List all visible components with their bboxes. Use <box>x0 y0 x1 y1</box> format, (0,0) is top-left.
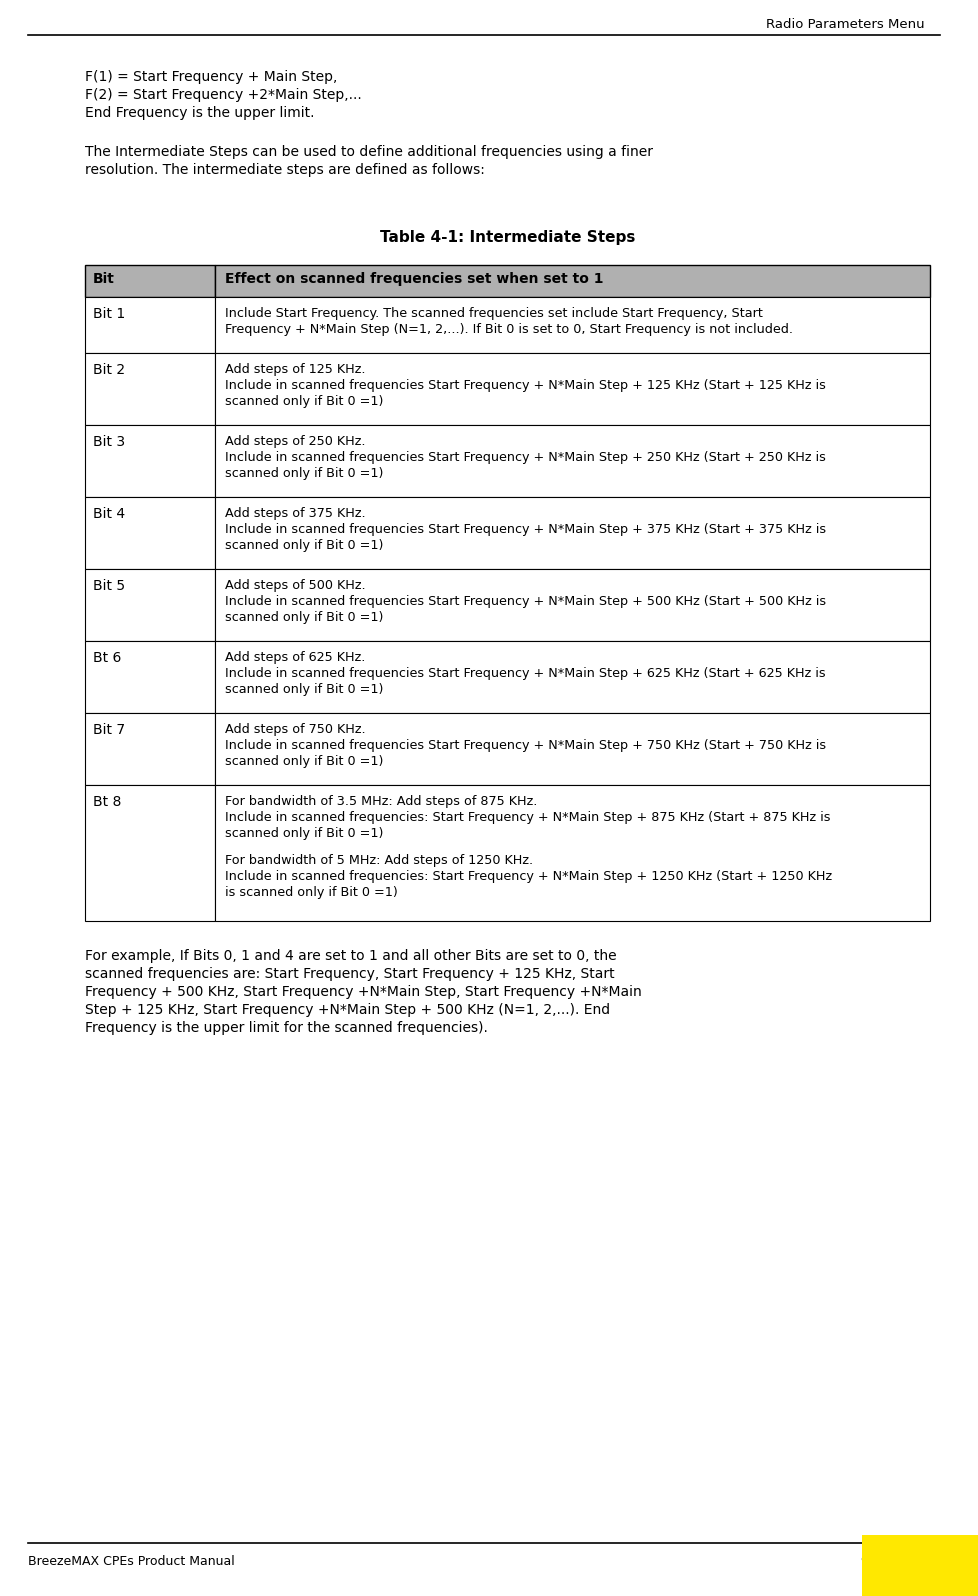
Text: Bt 8: Bt 8 <box>93 795 121 809</box>
Bar <box>85 785 215 921</box>
Text: Table 4-1: Intermediate Steps: Table 4-1: Intermediate Steps <box>379 230 635 246</box>
Bar <box>215 265 929 297</box>
Bar <box>215 785 929 921</box>
Text: Include in scanned frequencies Start Frequency + N*Main Step + 625 KHz (Start + : Include in scanned frequencies Start Fre… <box>225 667 824 680</box>
Bar <box>85 353 215 425</box>
Text: Step + 125 KHz, Start Frequency +N*Main Step + 500 KHz (N=1, 2,...). End: Step + 125 KHz, Start Frequency +N*Main … <box>85 1002 609 1017</box>
Text: End Frequency is the upper limit.: End Frequency is the upper limit. <box>85 105 314 120</box>
Text: is scanned only if Bit 0 =1): is scanned only if Bit 0 =1) <box>225 886 397 899</box>
Text: Bit 5: Bit 5 <box>93 579 125 594</box>
Text: Bit 1: Bit 1 <box>93 306 125 321</box>
Text: scanned only if Bit 0 =1): scanned only if Bit 0 =1) <box>225 755 383 768</box>
Text: Include Start Frequency. The scanned frequencies set include Start Frequency, St: Include Start Frequency. The scanned fre… <box>225 306 762 321</box>
Text: Frequency + 500 KHz, Start Frequency +N*Main Step, Start Frequency +N*Main: Frequency + 500 KHz, Start Frequency +N*… <box>85 985 642 999</box>
Text: F(2) = Start Frequency +2*Main Step,...: F(2) = Start Frequency +2*Main Step,... <box>85 88 362 102</box>
Bar <box>215 496 929 570</box>
Text: Add steps of 250 KHz.: Add steps of 250 KHz. <box>225 436 365 448</box>
Text: F(1) = Start Frequency + Main Step,: F(1) = Start Frequency + Main Step, <box>85 70 337 85</box>
Text: Include in scanned frequencies Start Frequency + N*Main Step + 250 KHz (Start + : Include in scanned frequencies Start Fre… <box>225 452 825 464</box>
Text: For bandwidth of 5 MHz: Add steps of 1250 KHz.: For bandwidth of 5 MHz: Add steps of 125… <box>225 854 533 867</box>
Text: Bt 6: Bt 6 <box>93 651 121 666</box>
Bar <box>85 570 215 642</box>
Text: scanned only if Bit 0 =1): scanned only if Bit 0 =1) <box>225 394 383 409</box>
Bar <box>215 425 929 496</box>
Bar <box>85 713 215 785</box>
Bar <box>215 642 929 713</box>
Text: Add steps of 500 KHz.: Add steps of 500 KHz. <box>225 579 365 592</box>
Text: Frequency + N*Main Step (N=1, 2,...). If Bit 0 is set to 0, Start Frequency is n: Frequency + N*Main Step (N=1, 2,...). If… <box>225 322 792 337</box>
Text: scanned only if Bit 0 =1): scanned only if Bit 0 =1) <box>225 611 383 624</box>
Text: Add steps of 375 KHz.: Add steps of 375 KHz. <box>225 508 365 520</box>
Text: Include in scanned frequencies Start Frequency + N*Main Step + 750 KHz (Start + : Include in scanned frequencies Start Fre… <box>225 739 825 752</box>
Text: For bandwidth of 3.5 MHz: Add steps of 875 KHz.: For bandwidth of 3.5 MHz: Add steps of 8… <box>225 795 537 808</box>
Text: Radio Parameters Menu: Radio Parameters Menu <box>766 18 924 30</box>
Text: Bit 2: Bit 2 <box>93 362 125 377</box>
Text: Effect on scanned frequencies set when set to 1: Effect on scanned frequencies set when s… <box>225 271 602 286</box>
Text: scanned only if Bit 0 =1): scanned only if Bit 0 =1) <box>225 468 383 480</box>
Text: Add steps of 125 KHz.: Add steps of 125 KHz. <box>225 362 365 377</box>
Text: scanned frequencies are: Start Frequency, Start Frequency + 125 KHz, Start: scanned frequencies are: Start Frequency… <box>85 967 614 982</box>
Bar <box>215 570 929 642</box>
Text: BreezeMAX CPEs Product Manual: BreezeMAX CPEs Product Manual <box>28 1555 235 1567</box>
Bar <box>85 297 215 353</box>
Bar <box>215 353 929 425</box>
Bar <box>85 265 215 297</box>
Text: The Intermediate Steps can be used to define additional frequencies using a fine: The Intermediate Steps can be used to de… <box>85 145 652 160</box>
Text: Include in scanned frequencies: Start Frequency + N*Main Step + 1250 KHz (Start : Include in scanned frequencies: Start Fr… <box>225 870 831 883</box>
Bar <box>85 496 215 570</box>
Text: 95: 95 <box>859 1555 875 1567</box>
Text: scanned only if Bit 0 =1): scanned only if Bit 0 =1) <box>225 827 383 839</box>
Text: Include in scanned frequencies Start Frequency + N*Main Step + 500 KHz (Start + : Include in scanned frequencies Start Fre… <box>225 595 825 608</box>
Text: Include in scanned frequencies: Start Frequency + N*Main Step + 875 KHz (Start +: Include in scanned frequencies: Start Fr… <box>225 811 829 824</box>
Text: Add steps of 750 KHz.: Add steps of 750 KHz. <box>225 723 365 736</box>
Bar <box>215 713 929 785</box>
Text: Bit 4: Bit 4 <box>93 508 125 520</box>
Text: scanned only if Bit 0 =1): scanned only if Bit 0 =1) <box>225 539 383 552</box>
Text: Add steps of 625 KHz.: Add steps of 625 KHz. <box>225 651 365 664</box>
Text: resolution. The intermediate steps are defined as follows:: resolution. The intermediate steps are d… <box>85 163 484 177</box>
Text: Bit 3: Bit 3 <box>93 436 125 448</box>
Text: Bit: Bit <box>93 271 114 286</box>
Bar <box>861 1535 978 1596</box>
Text: Include in scanned frequencies Start Frequency + N*Main Step + 125 KHz (Start + : Include in scanned frequencies Start Fre… <box>225 378 825 393</box>
Text: Frequency is the upper limit for the scanned frequencies).: Frequency is the upper limit for the sca… <box>85 1021 487 1034</box>
Bar <box>85 425 215 496</box>
Bar <box>85 642 215 713</box>
Text: Bit 7: Bit 7 <box>93 723 125 737</box>
Text: For example, If Bits 0, 1 and 4 are set to 1 and all other Bits are set to 0, th: For example, If Bits 0, 1 and 4 are set … <box>85 950 616 962</box>
Text: Include in scanned frequencies Start Frequency + N*Main Step + 375 KHz (Start + : Include in scanned frequencies Start Fre… <box>225 523 825 536</box>
Text: scanned only if Bit 0 =1): scanned only if Bit 0 =1) <box>225 683 383 696</box>
Bar <box>215 297 929 353</box>
